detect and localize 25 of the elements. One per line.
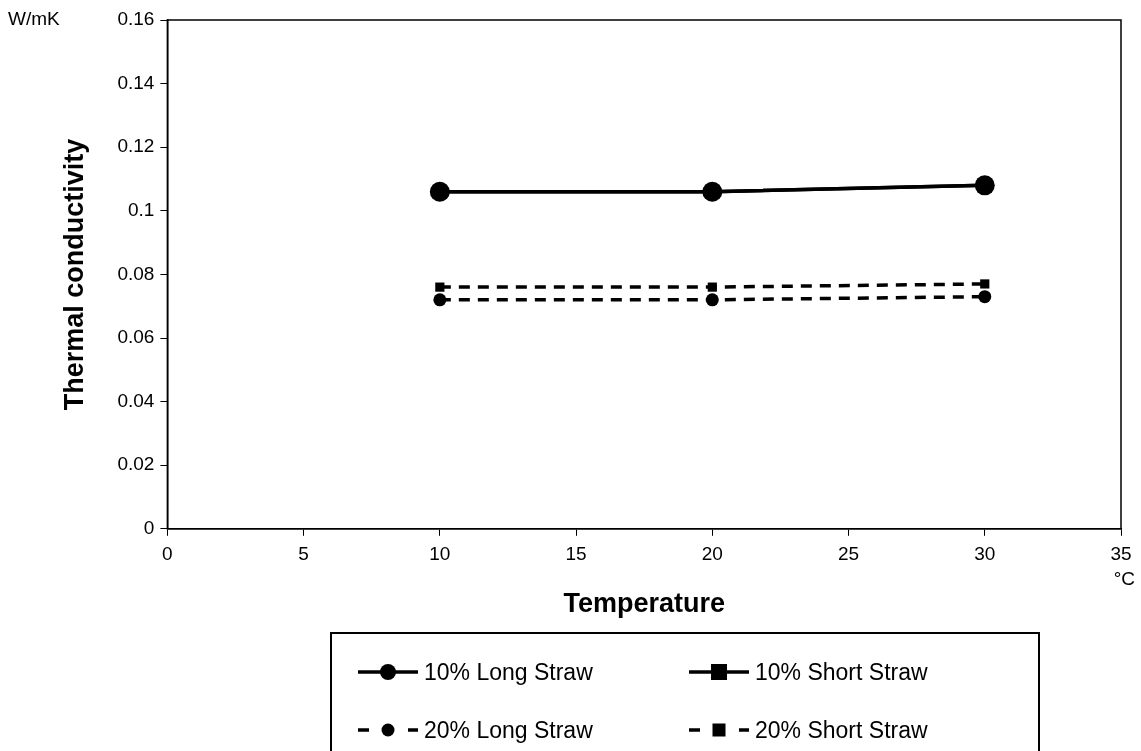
x-tick-label: 5 [298, 543, 309, 565]
x-axis-title: Temperature [563, 588, 725, 619]
x-tick-label: 20 [701, 543, 723, 565]
x-tick-label: 10 [429, 543, 451, 565]
legend-label: 10% Short Straw [755, 658, 928, 686]
legend-label: 20% Short Straw [755, 716, 928, 744]
y-tick-label: 0.1 [127, 199, 155, 221]
text: W/mK [8, 8, 60, 30]
y-tick-label: 0.08 [117, 262, 155, 284]
x-tick-label: 30 [974, 543, 996, 565]
legend-label: 10% Long Straw [424, 658, 593, 686]
x-tick-label: 35 [1110, 543, 1132, 565]
y-tick-label: 0.12 [117, 135, 155, 157]
y-tick-label: 0.06 [117, 326, 155, 348]
y-tick-label: 0.14 [117, 71, 155, 93]
legend-label: 20% Long Straw [424, 716, 593, 744]
y-axis-title: Thermal conductivity [58, 138, 89, 411]
x-tick-label: 0 [162, 543, 173, 565]
y-tick-label: 0 [143, 517, 155, 539]
y-tick-label: 0.16 [117, 8, 155, 30]
x-tick-label: 25 [837, 543, 860, 565]
x-tick-label: 15 [565, 543, 587, 565]
text: °C [1113, 568, 1135, 590]
y-tick-label: 0.02 [117, 453, 155, 475]
y-tick-label: 0.04 [117, 389, 155, 411]
